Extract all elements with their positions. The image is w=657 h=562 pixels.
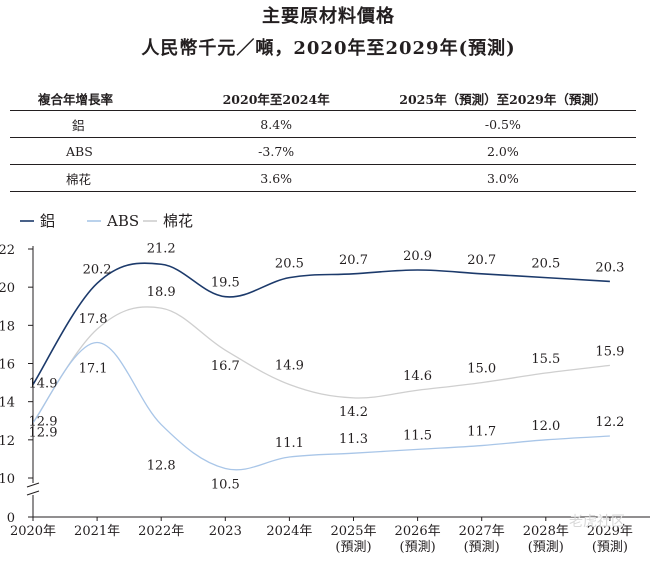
aluminium-legend-label: 鋁 [40, 212, 55, 230]
abs-legend-label: ABS [106, 212, 139, 230]
data-label: 12.9 [29, 426, 58, 441]
data-label: 20.9 [403, 249, 432, 264]
axis-break-mark [26, 482, 40, 496]
table-header-row: 複合年增長率 2020年至2024年 2025年（預測）至2029年（預測） [10, 86, 636, 111]
abs-series-line [32, 341, 610, 471]
x-tick-label: 2025年(預測) [330, 524, 376, 555]
data-label: 19.5 [211, 276, 240, 291]
table-header-cell: 2020年至2024年 [182, 86, 370, 111]
data-label: 15.5 [531, 352, 560, 367]
data-label: 12.0 [531, 419, 560, 434]
data-label: 21.2 [147, 241, 176, 256]
data-labels: 14.9 20.2 21.2 19.5 20.5 20.7 20.9 20.7 20.5 20.3… [29, 241, 625, 492]
table-cell: -3.7% [182, 137, 370, 165]
x-tick-label: 2023 [209, 524, 242, 539]
data-label: 14.9 [29, 376, 58, 391]
chart-axes: 0 10 12 14 16 18 20 22 [0, 243, 650, 526]
data-label: 10.5 [211, 477, 240, 492]
table-cell: 鋁 [10, 110, 183, 138]
x-tick-labels: 2020年 2021年 2022年 2023 2024年 2025年(預測) 2026年(預… [10, 524, 633, 555]
line-chart: 鋁 ABS 棉花 0 10 12 14 16 18 20 22 14.9 20.2 21.2 19.5 2… [0, 212, 650, 555]
table-cell: 3.0% [369, 164, 636, 192]
table-header-cell: 複合年增長率 [10, 86, 183, 111]
data-label: 17.8 [79, 312, 108, 327]
data-label: 20.3 [595, 260, 624, 275]
data-label: 15.0 [467, 362, 496, 377]
data-label: 20.5 [531, 257, 560, 272]
table-cell: -0.5% [369, 110, 636, 138]
data-label: 16.7 [211, 359, 240, 374]
y-tick-label: 20 [0, 281, 15, 296]
data-label: 14.2 [339, 405, 368, 420]
table-row: 鋁 8.4% -0.5% [10, 110, 636, 138]
data-label: 17.1 [79, 362, 108, 377]
x-tick-label: 2026年(預測) [395, 524, 441, 555]
data-label: 12.8 [147, 459, 176, 474]
table-cell: 8.4% [182, 110, 370, 138]
table-cell: ABS [10, 137, 183, 165]
x-tick-label: 2020年 [10, 524, 56, 539]
table-header-cell: 2025年（預測）至2029年（預測） [369, 86, 636, 111]
table-row: 棉花 3.6% 3.0% [10, 164, 636, 192]
x-tick-label: 2029年(預測) [587, 524, 633, 555]
aluminium-series-line [32, 262, 610, 385]
table-cell: 2.0% [369, 137, 636, 165]
legend: 鋁 ABS 棉花 [20, 212, 193, 230]
x-tick-label: 2022年 [138, 524, 184, 539]
data-label: 11.1 [275, 436, 304, 451]
chart-title: 主要原材料價格 [262, 6, 395, 27]
data-label: 20.7 [467, 253, 496, 268]
table-cell: 3.6% [182, 164, 370, 192]
table-row: ABS -3.7% 2.0% [10, 137, 636, 165]
data-label: 14.6 [403, 369, 432, 384]
y-tick-label: 10 [0, 472, 15, 487]
data-label: 14.9 [275, 358, 304, 373]
y-tick-label: 14 [0, 396, 15, 411]
data-label: 15.9 [595, 344, 624, 359]
x-tick-label: 2021年 [74, 524, 120, 539]
cotton-legend-label: 棉花 [163, 212, 193, 230]
x-tick-label: 2024年 [266, 524, 312, 539]
table-cell: 棉花 [10, 164, 183, 192]
x-tick-label: 2028年(預測) [523, 524, 569, 555]
y-tick-label: 16 [0, 358, 15, 373]
chart-lines [32, 262, 610, 471]
data-label: 18.9 [147, 285, 176, 300]
data-label: 20.7 [339, 253, 368, 268]
y-tick-label: 18 [0, 319, 15, 334]
data-label: 11.3 [339, 432, 368, 447]
data-label: 12.2 [595, 415, 624, 430]
data-label: 11.5 [403, 428, 432, 443]
data-label: 12.9 [29, 415, 58, 430]
chart-subtitle: 人民幣千元／噸，2020年至2029年(預測) [141, 38, 516, 59]
data-label: 20.2 [83, 262, 112, 277]
watermark-text: 老虎社区 [569, 514, 625, 530]
y-tick-label: 22 [0, 243, 15, 258]
data-label: 11.7 [467, 425, 496, 440]
cagr-table: 複合年增長率 2020年至2024年 2025年（預測）至2029年（預測） 鋁… [10, 86, 636, 192]
x-tick-label: 2027年(預測) [459, 524, 505, 555]
data-label: 20.5 [275, 257, 304, 272]
cotton-series-line [32, 306, 610, 424]
y-tick-label: 12 [0, 434, 15, 449]
y-tick-label: 0 [7, 511, 15, 526]
